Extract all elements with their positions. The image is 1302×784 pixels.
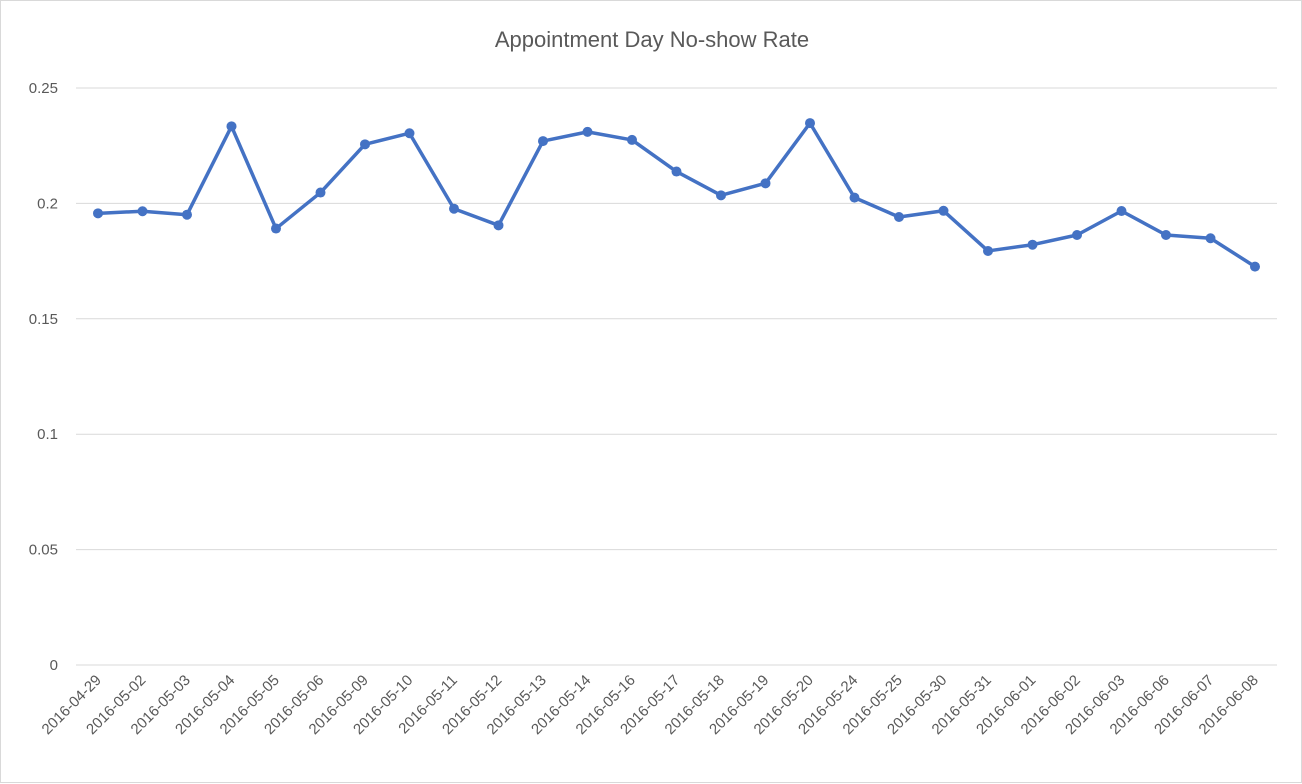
y-tick-label: 0.25 — [29, 80, 58, 97]
data-point — [1205, 233, 1216, 244]
data-point — [1116, 206, 1127, 217]
data-point — [137, 206, 148, 217]
data-point — [938, 205, 949, 216]
data-point — [493, 220, 504, 231]
data-point — [582, 126, 593, 137]
gridlines — [76, 87, 1277, 666]
data-point — [716, 190, 726, 201]
y-tick-label: 0.1 — [37, 426, 58, 443]
x-axis-ticks: 2016-04-292016-05-022016-05-032016-05-04… — [39, 672, 1262, 738]
y-axis-ticks: 0 0.05 0.1 0.15 0.2 0.25 — [29, 80, 58, 674]
y-tick-label: 0.15 — [29, 311, 58, 328]
data-point — [983, 245, 993, 256]
data-point — [849, 192, 860, 203]
data-point — [360, 139, 370, 150]
data-point — [538, 136, 548, 147]
y-tick-label: 0.2 — [37, 195, 58, 212]
data-point — [1027, 239, 1038, 250]
data-point — [1250, 261, 1260, 272]
data-point — [671, 166, 682, 177]
data-point — [226, 121, 237, 132]
data-point — [1072, 230, 1082, 241]
data-point — [404, 128, 415, 139]
data-point — [760, 178, 771, 189]
data-point — [627, 134, 637, 145]
chart-title: Appointment Day No-show Rate — [494, 27, 810, 52]
data-point — [315, 187, 326, 198]
series-points — [93, 118, 1260, 272]
y-tick-label: 0 — [50, 657, 58, 674]
y-tick-label: 0.05 — [29, 542, 58, 559]
data-point — [1161, 230, 1171, 241]
data-point — [271, 223, 281, 234]
data-point — [182, 209, 192, 220]
data-point — [93, 208, 103, 219]
data-point — [894, 212, 904, 223]
series-line-path — [96, 121, 1257, 269]
series-line — [96, 121, 1257, 269]
data-point — [449, 203, 459, 214]
data-point — [805, 118, 815, 129]
